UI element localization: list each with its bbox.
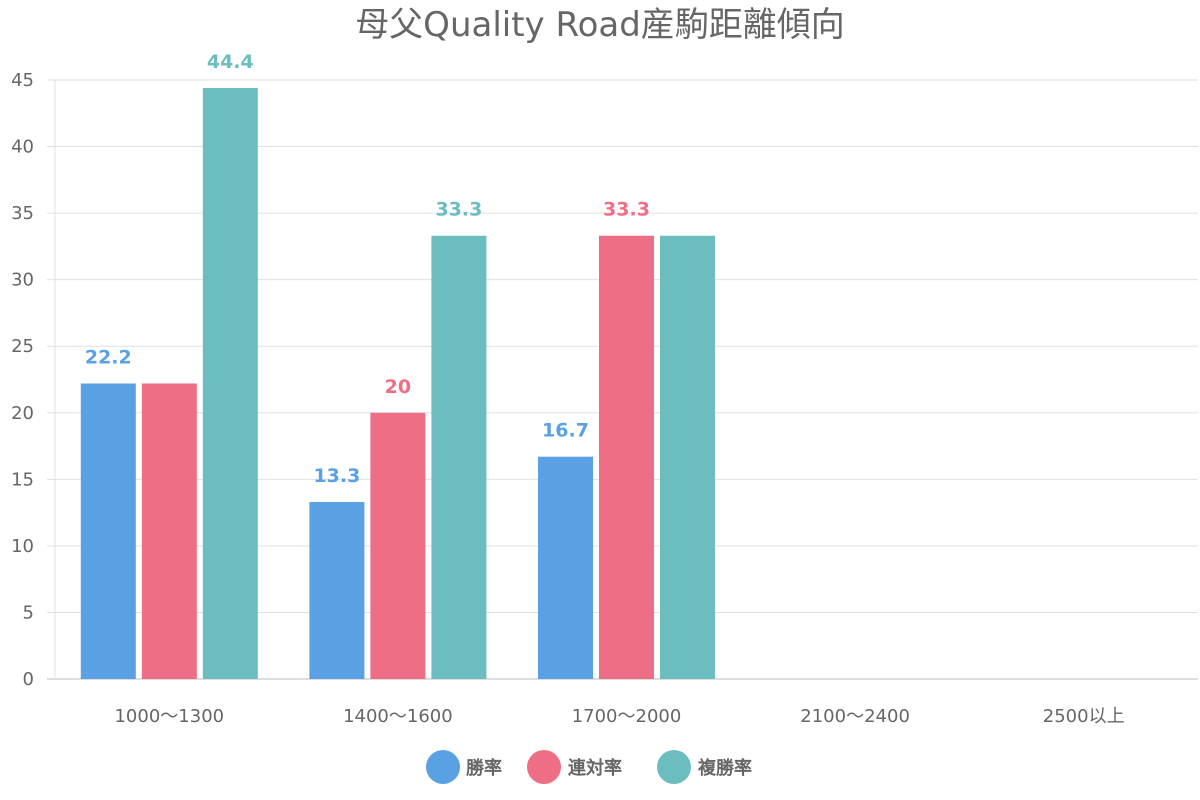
legend-marker xyxy=(527,750,561,784)
y-tick-label: 5 xyxy=(23,602,34,623)
y-tick-label: 15 xyxy=(11,469,34,490)
bar[interactable] xyxy=(80,383,136,679)
y-axis: 0 5 10 15 20 25 30 35 40 45 xyxy=(11,70,34,690)
bar[interactable] xyxy=(202,87,258,679)
y-tick-label: 25 xyxy=(11,336,34,357)
x-axis: 1000〜1300 1400〜1600 1700〜2000 2100〜2400 2500… xyxy=(114,706,1124,727)
x-tick-label: 1000〜1300 xyxy=(114,706,224,727)
legend-item[interactable]: 勝率 xyxy=(426,750,502,784)
y-tick-label: 10 xyxy=(11,536,34,557)
x-tick-label: 2100〜2400 xyxy=(800,706,910,727)
data-label: 16.7 xyxy=(542,420,589,442)
y-tick-label: 20 xyxy=(11,403,34,424)
bar[interactable] xyxy=(538,456,593,679)
bars xyxy=(80,87,715,680)
legend-marker xyxy=(657,750,691,784)
bar[interactable] xyxy=(660,235,715,680)
x-tick-label: 2500以上 xyxy=(1043,706,1125,727)
data-labels: 22.2 44.4 13.3 20 33.3 16.7 33.3 xyxy=(85,51,650,487)
data-label: 33.3 xyxy=(603,199,650,221)
x-tick-label: 1700〜2000 xyxy=(572,706,682,727)
bar[interactable] xyxy=(431,235,487,680)
bar[interactable] xyxy=(599,235,654,680)
y-tick-label: 30 xyxy=(11,270,34,291)
bar[interactable] xyxy=(141,383,197,679)
chart-title: 母父Quality Road産駒距離傾向 xyxy=(355,5,845,45)
legend-item[interactable]: 連対率 xyxy=(527,750,622,784)
data-label: 20 xyxy=(385,376,411,398)
y-tick-label: 35 xyxy=(11,203,34,224)
y-tick-label: 0 xyxy=(23,669,34,690)
x-tick-label: 1400〜1600 xyxy=(343,706,453,727)
data-label: 22.2 xyxy=(85,346,132,368)
data-label: 13.3 xyxy=(313,465,360,487)
legend-label: 複勝率 xyxy=(697,757,752,779)
bar[interactable] xyxy=(370,412,426,679)
legend-marker xyxy=(426,750,460,784)
legend-label: 勝率 xyxy=(466,757,502,779)
y-tick-label: 45 xyxy=(11,70,34,91)
y-tick-label: 40 xyxy=(11,137,34,158)
legend-label: 連対率 xyxy=(568,757,622,779)
legend-item[interactable]: 複勝率 xyxy=(657,750,752,784)
data-label: 44.4 xyxy=(207,51,254,73)
legend[interactable]: 勝率 連対率 複勝率 xyxy=(426,750,752,784)
bar[interactable] xyxy=(309,501,365,679)
data-label: 33.3 xyxy=(435,199,482,221)
